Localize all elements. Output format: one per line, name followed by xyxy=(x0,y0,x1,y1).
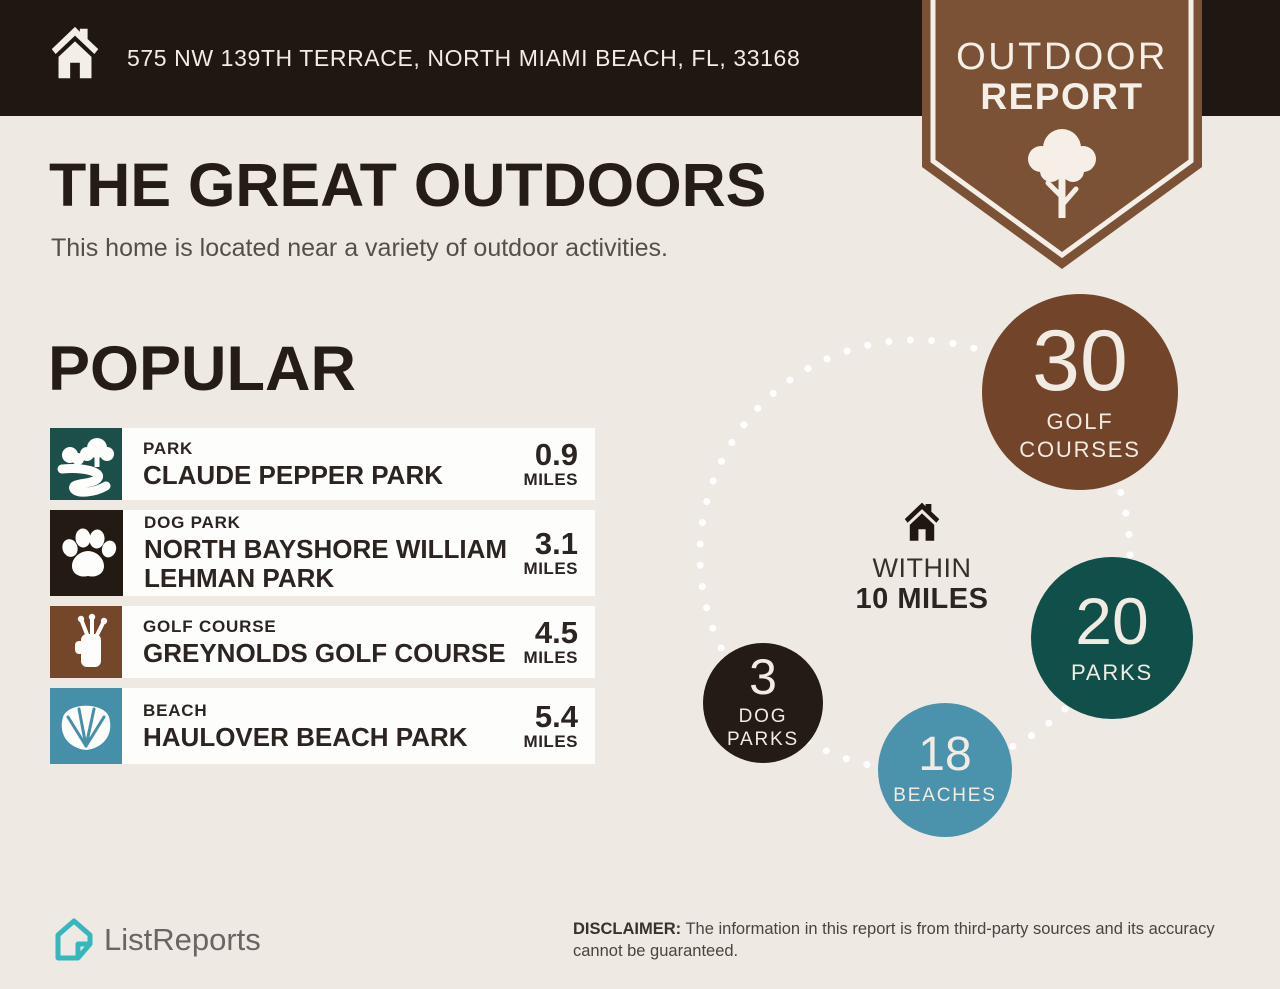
parks-label: PARKS xyxy=(1071,659,1153,685)
place-distance: 5.4 MILES xyxy=(523,698,578,751)
radius-label-within: WITHIN xyxy=(872,553,972,583)
golf-courses-bubble: 30 GOLF COURSES xyxy=(982,294,1178,490)
place-distance: 0.9 MILES xyxy=(523,436,578,489)
place-category: BEACH xyxy=(143,700,208,720)
place-category: GOLF COURSE xyxy=(143,616,277,636)
place-name: NORTH BAYSHORE WILLIAM LEHMAN PARK xyxy=(144,534,508,593)
parks-bubble: 20 PARKS xyxy=(1031,557,1193,719)
home-icon xyxy=(51,26,99,79)
golf-courses-label: GOLF COURSES xyxy=(1019,409,1141,462)
shell-icon xyxy=(50,688,122,764)
place-distance: 4.5 MILES xyxy=(523,614,578,667)
beaches-bubble: 18 BEACHES xyxy=(878,703,1012,837)
ribbon-shape xyxy=(922,0,1202,269)
place-category: PARK xyxy=(143,438,194,458)
house-icon xyxy=(904,502,940,541)
dog-parks-label: DOG PARKS xyxy=(726,705,799,751)
dotted-circle xyxy=(696,336,1134,774)
radius-label-distance: 10 MILES xyxy=(855,583,989,615)
popular-list: PARK CLAUDE PEPPER PARK 0.9 MILES xyxy=(50,428,595,774)
beaches-label: BEACHES xyxy=(893,784,997,806)
listreports-logo-icon xyxy=(55,918,93,961)
list-item: PARK CLAUDE PEPPER PARK 0.9 MILES xyxy=(50,428,595,500)
parks-count: 20 xyxy=(1075,583,1149,658)
place-category: DOG PARK xyxy=(144,513,241,533)
badge-title-line2: REPORT xyxy=(980,76,1144,117)
park-icon xyxy=(50,428,122,500)
place-name: CLAUDE PEPPER PARK xyxy=(143,459,444,490)
page-title: THE GREAT OUTDOORS xyxy=(49,151,767,219)
golf-bag-icon xyxy=(50,606,122,678)
beaches-count: 18 xyxy=(918,728,972,782)
list-item: DOG PARK NORTH BAYSHORE WILLIAM LEHMAN P… xyxy=(50,510,595,596)
paw-icon xyxy=(50,510,123,596)
dog-parks-bubble: 3 DOG PARKS xyxy=(703,643,823,763)
badge-title-line1: OUTDOOR xyxy=(956,36,1168,78)
golf-courses-count: 30 xyxy=(1032,312,1128,409)
popular-heading: POPULAR xyxy=(48,334,357,404)
outdoor-report-badge: OUTDOOR REPORT xyxy=(922,0,1202,272)
list-item: BEACH HAULOVER BEACH PARK 5.4 MILES xyxy=(50,688,595,764)
place-name: GREYNOLDS GOLF COURSE xyxy=(143,637,506,668)
list-item: GOLF COURSE GREYNOLDS GOLF COURSE 4.5 MI… xyxy=(50,606,595,678)
place-distance: 3.1 MILES xyxy=(523,525,578,578)
property-address: 575 NW 139TH TERRACE, NORTH MIAMI BEACH,… xyxy=(127,44,801,71)
page-subtitle: This home is located near a variety of o… xyxy=(51,234,668,262)
brand-name: ListReports xyxy=(104,922,261,957)
tree-icon xyxy=(1028,129,1096,218)
place-name: HAULOVER BEACH PARK xyxy=(143,721,468,752)
disclaimer-label: DISCLAIMER: xyxy=(573,920,682,938)
disclaimer: DISCLAIMER: The information in this repo… xyxy=(573,919,1237,963)
dog-parks-count: 3 xyxy=(749,649,777,705)
disclaimer-text: The information in this report is from t… xyxy=(573,920,1215,960)
